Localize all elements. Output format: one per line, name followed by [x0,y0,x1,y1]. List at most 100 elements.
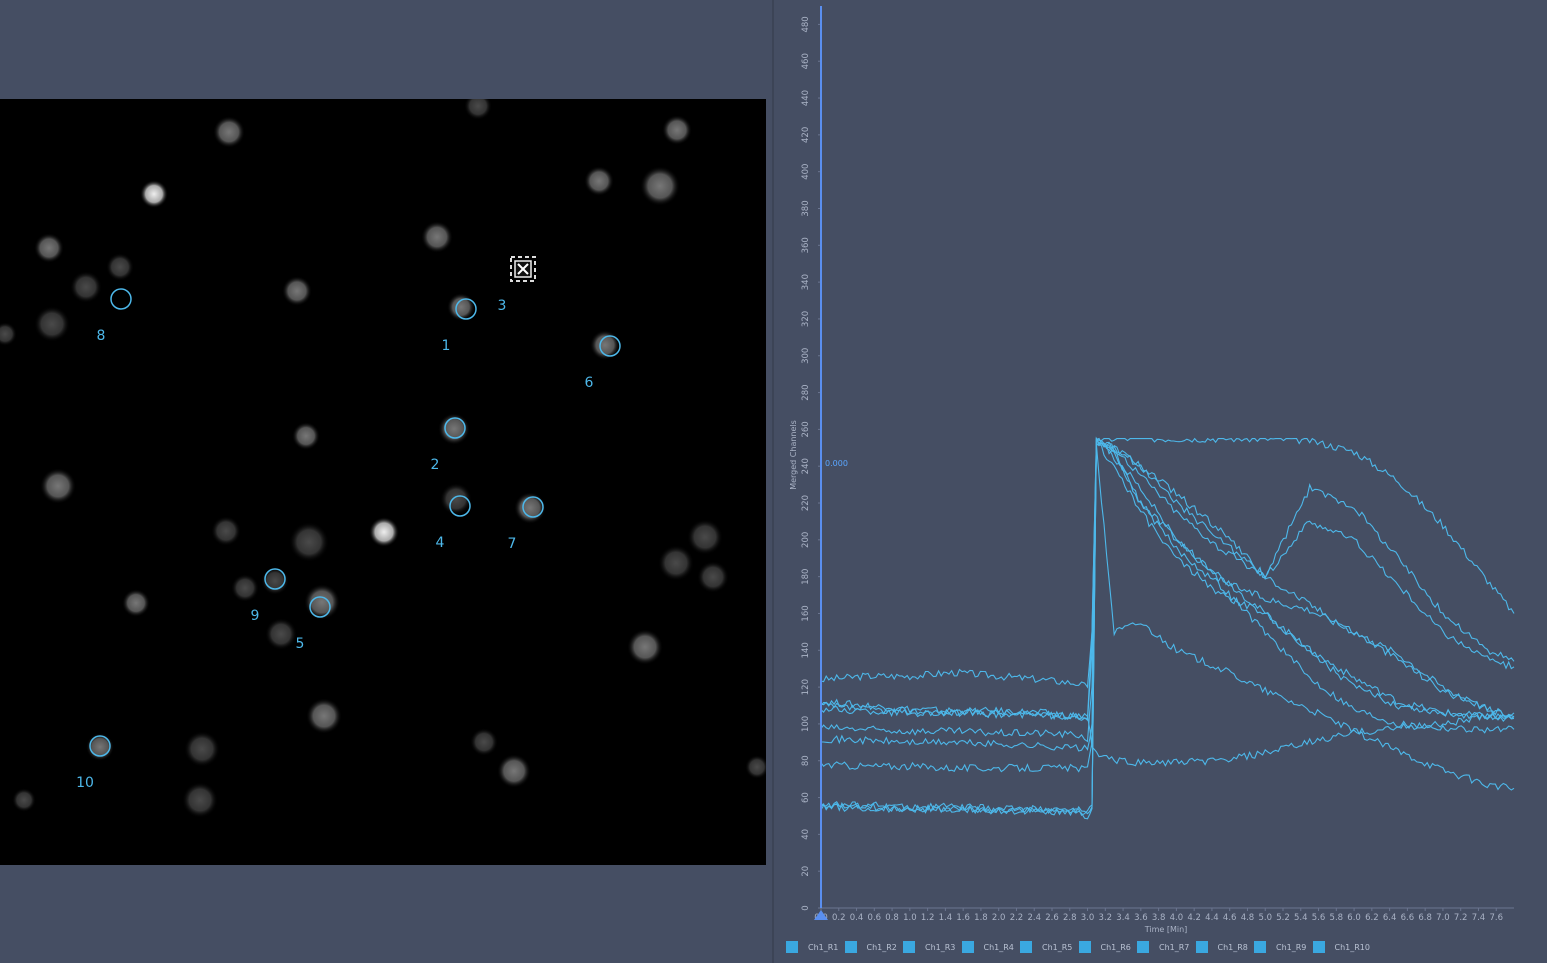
x-tick-label: 7.0 [1436,913,1450,923]
x-tick-label: 2.4 [1027,913,1041,923]
cell [687,519,723,555]
y-tick-label: 0 [801,905,811,910]
y-tick-label: 120 [801,679,811,695]
cell [497,754,531,788]
x-tick-label: 4.4 [1205,913,1219,923]
chart-legend: Ch1_R1 Ch1_R2 Ch1_R3 Ch1_R4 Ch1_R5 Ch1_R6 Ch1_… [786,939,1371,955]
legend-swatch[interactable] [903,941,915,953]
microscopy-image[interactable]: 1 2 3 4 5 6 7 8 9 10 [0,99,766,865]
cell [231,574,259,602]
cell [261,567,289,595]
series-line-Ch1_R5 [821,436,1515,752]
legend-item[interactable]: Ch1_R5 [1020,941,1079,953]
legend-swatch[interactable] [1078,941,1091,953]
legend-swatch[interactable] [844,941,857,953]
cell [306,698,342,734]
x-tick-label: 5.8 [1330,913,1344,923]
x-tick-label: 6.0 [1347,913,1361,923]
cell [122,589,150,617]
cell [292,422,320,450]
intensity-chart[interactable]: 0.00.20.40.60.81.01.21.41.61.82.02.22.42… [774,0,1547,963]
cell [421,221,453,253]
roi-circle-9[interactable] [264,568,286,590]
time-cursor-handle[interactable] [814,910,828,920]
legend-item[interactable]: Ch1_R2 [844,941,904,953]
x-tick-label: 2.8 [1063,913,1077,923]
cell [213,116,245,148]
series-line-Ch1_R2 [820,442,1515,722]
cursor-value: 0.000 [825,459,848,468]
legend-swatch[interactable] [1137,941,1149,953]
x-tick-label: 6.6 [1401,913,1415,923]
legend-label: Ch1_R10 [1334,942,1370,952]
cell-field: 1 2 3 4 5 6 7 8 9 10 [0,99,766,818]
legend-swatch[interactable] [1195,941,1208,953]
y-tick-label: 300 [801,348,811,364]
cell [182,782,218,818]
legend-item[interactable]: Ch1_R8 [1195,941,1255,953]
legend-label: Ch1_R7 [1159,942,1190,952]
roi-label-3: 3 [498,298,507,314]
y-tick-label: 320 [801,311,811,327]
panel-divider[interactable] [772,0,774,963]
x-tick-label: 5.2 [1276,913,1290,923]
y-tick-label: 60 [801,792,811,803]
roi-circle-6[interactable] [599,335,621,357]
legend-item[interactable]: Ch1_R6 [1078,941,1138,953]
cell [464,99,492,120]
cell [40,468,76,504]
legend-swatch[interactable] [1254,941,1266,953]
cell [658,545,694,581]
y-tick-label: 200 [801,532,811,548]
legend-swatch[interactable] [961,941,974,953]
roi-circle-2[interactable] [444,417,466,439]
legend-item[interactable]: Ch1_R3 [903,941,962,953]
roi-label-6: 6 [585,375,594,391]
series-line-Ch1_R7 [820,437,1515,815]
legend-swatch[interactable] [786,941,798,953]
cell [70,271,102,303]
legend-label: Ch1_R5 [1042,942,1073,952]
cell [289,522,329,562]
legend-item[interactable]: Ch1_R9 [1254,941,1313,953]
cell [106,253,134,281]
roi-circle-7[interactable] [522,496,544,518]
roi-circle-1[interactable] [455,298,477,320]
x-tick-label: 1.0 [903,913,917,923]
legend-item[interactable]: Ch1_R1 [786,941,845,953]
x-tick-label: 6.8 [1418,913,1432,923]
roi-circle-5[interactable] [309,596,331,618]
x-tick-label: 4.6 [1223,913,1237,923]
roi-label-1: 1 [442,338,451,354]
series-line-Ch1_R9 [820,438,1515,820]
x-tick-label: 3.4 [1116,913,1130,923]
y-tick-label: 340 [801,274,811,290]
legend-label: Ch1_R8 [1217,942,1248,952]
roi-circle-10[interactable] [89,735,111,757]
legend-item[interactable]: Ch1_R4 [961,941,1021,953]
legend-swatch[interactable] [1020,941,1032,953]
legend-label: Ch1_R3 [925,942,956,952]
cell [34,306,70,342]
series-line-Ch1_R3 [820,436,1515,721]
y-tick-label: 280 [801,384,811,400]
legend-swatch[interactable] [1312,941,1325,953]
legend-item[interactable]: Ch1_R10 [1312,941,1372,953]
legend-item[interactable]: Ch1_R7 [1137,941,1196,953]
legend-label: Ch1_R1 [808,942,839,952]
x-tick-label: 1.4 [939,913,953,923]
x-tick-label: 2.0 [992,913,1006,923]
x-tick-label: 5.4 [1294,913,1308,923]
roi-circle-8[interactable] [110,288,132,310]
x-tick-label: 7.2 [1454,913,1468,923]
series-line-Ch1_R1 [820,437,1515,689]
cell [745,755,766,779]
x-tick-label: 3.0 [1081,913,1095,923]
y-tick-label: 460 [801,53,811,69]
crosshair-target-icon[interactable] [510,256,536,282]
x-tick-label: 0.2 [832,913,846,923]
x-tick-label: 7.4 [1472,913,1486,923]
roi-circle-4[interactable] [449,495,471,517]
y-tick-label: 380 [801,200,811,216]
cell [447,293,475,321]
